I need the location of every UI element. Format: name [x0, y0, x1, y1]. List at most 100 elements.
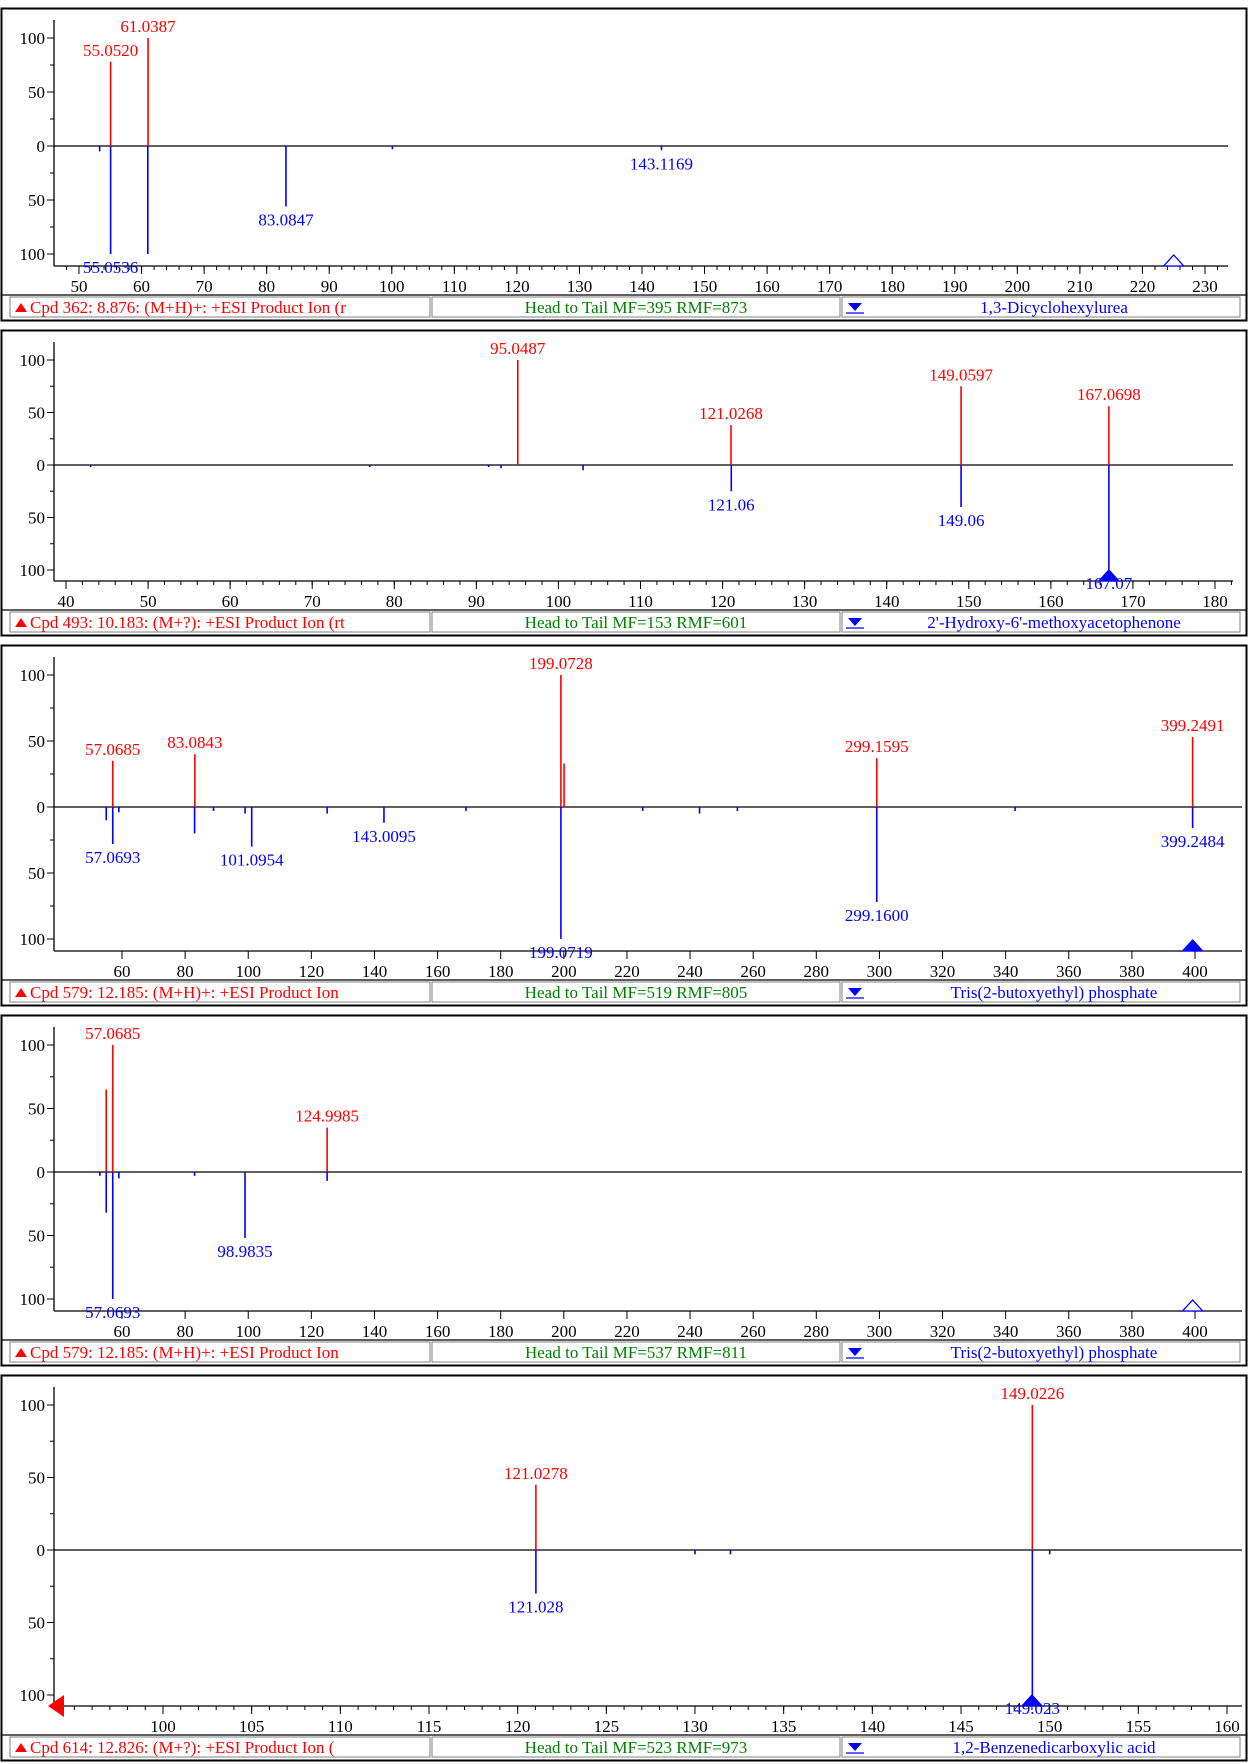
status-library-hit-text: 1,3-Dicyclohexylurea [980, 298, 1128, 317]
status-compound-box[interactable] [9, 611, 431, 633]
status-compound-text: Cpd 493: 10.183: (M+?): +ESI Product Ion… [30, 613, 345, 632]
head-peak-label: 55.0520 [83, 41, 138, 60]
tail-peak-label: 167.07 [1086, 574, 1133, 593]
x-tick-label: 130 [682, 1717, 708, 1736]
x-tick-label: 260 [740, 1322, 766, 1341]
tail-peak-label: 143.0095 [352, 827, 416, 846]
y-tick-label: 0 [37, 1163, 46, 1182]
x-tick-label: 240 [677, 962, 703, 981]
x-tick-label: 180 [488, 1322, 514, 1341]
status-compound-text: Cpd 362: 8.876: (M+H)+: +ESI Product Ion… [30, 298, 346, 317]
x-tick-label: 130 [567, 277, 593, 296]
triangle-up-icon [15, 618, 27, 627]
status-compound-text: Cpd 579: 12.185: (M+H)+: +ESI Product Io… [30, 983, 339, 1002]
x-tick-label: 150 [956, 592, 982, 611]
status-score-box[interactable] [431, 1341, 841, 1363]
head-peak-label: 167.0698 [1077, 385, 1141, 404]
dropdown-arrow-icon[interactable] [848, 618, 862, 626]
status-score-box[interactable] [431, 611, 841, 633]
x-tick-label: 60 [222, 592, 239, 611]
x-tick-label: 180 [1202, 592, 1228, 611]
x-tick-label: 160 [1038, 592, 1064, 611]
status-score-box[interactable] [431, 981, 841, 1003]
y-tick-label: 50 [28, 1100, 45, 1119]
x-tick-label: 230 [1192, 277, 1218, 296]
x-tick-label: 300 [867, 962, 893, 981]
head-peak-label: 121.0278 [504, 1464, 568, 1483]
y-tick-label: 100 [20, 930, 46, 949]
x-tick-label: 70 [304, 592, 321, 611]
status-compound-text: Cpd 614: 12.826: (M+?): +ESI Product Ion… [30, 1738, 335, 1757]
precursor-marker-icon[interactable] [1181, 939, 1205, 952]
x-tick-label: 140 [629, 277, 655, 296]
status-score-box[interactable] [431, 1736, 841, 1758]
head-peak-label: 95.0487 [490, 339, 546, 358]
scroll-left-icon[interactable] [48, 1695, 64, 1717]
y-tick-label: 0 [37, 1541, 46, 1560]
x-tick-label: 150 [1037, 1717, 1063, 1736]
status-library-hit-box[interactable] [841, 611, 1241, 633]
x-tick-label: 160 [754, 277, 780, 296]
x-tick-label: 180 [488, 962, 514, 981]
spectrum-panel-2: 100 50 0 50 100 40 50 60 70 80 90 100 110 120 130 140 15… [0, 329, 1248, 637]
x-tick-label: 90 [468, 592, 485, 611]
x-tick-label: 140 [362, 962, 388, 981]
status-compound-box[interactable] [9, 1341, 431, 1363]
x-tick-label: 60 [133, 277, 150, 296]
x-tick-label: 280 [804, 1322, 830, 1341]
y-tick-label: 50 [28, 1469, 45, 1488]
x-tick-label: 120 [710, 592, 736, 611]
x-tick-label: 200 [551, 962, 577, 981]
x-tick-label: 60 [114, 962, 131, 981]
x-tick-label: 70 [196, 277, 213, 296]
precursor-marker-icon[interactable] [1162, 254, 1186, 267]
x-tick-label: 50 [71, 277, 88, 296]
x-tick-label: 60 [114, 1322, 131, 1341]
x-tick-label: 300 [867, 1322, 893, 1341]
tail-peak-label: 83.0847 [258, 210, 314, 229]
y-tick-label: 100 [20, 351, 46, 370]
x-tick-label: 220 [614, 1322, 640, 1341]
status-library-hit-box[interactable] [841, 1736, 1241, 1758]
precursor-marker-icon[interactable] [1020, 1694, 1044, 1707]
tail-peak-label: 299.1600 [845, 906, 909, 925]
x-tick-label: 100 [150, 1717, 176, 1736]
status-library-hit-text: Tris(2-butoxyethyl) phosphate [951, 1343, 1158, 1362]
status-library-hit-box[interactable] [841, 1341, 1241, 1363]
status-compound-box[interactable] [9, 296, 431, 318]
tail-peak-label: 143.1169 [630, 154, 693, 173]
triangle-up-icon [15, 1348, 27, 1357]
status-score-text: Head to Tail MF=537 RMF=811 [525, 1343, 747, 1362]
y-tick-label: 100 [20, 1036, 46, 1055]
precursor-marker-icon[interactable] [1181, 1299, 1205, 1312]
tail-peak-label: 101.0954 [220, 851, 284, 870]
dropdown-arrow-icon[interactable] [848, 1348, 862, 1356]
x-tick-label: 280 [804, 962, 830, 981]
status-library-hit-text: 2'-Hydroxy-6'-methoxyacetophenone [927, 613, 1181, 632]
precursor-marker-icon[interactable] [1097, 569, 1121, 582]
head-peak-label: 199.0728 [529, 654, 593, 673]
x-tick-label: 170 [1120, 592, 1146, 611]
status-score-box[interactable] [431, 296, 841, 318]
x-tick-label: 340 [993, 962, 1019, 981]
dropdown-arrow-icon[interactable] [848, 303, 862, 311]
dropdown-arrow-icon[interactable] [848, 988, 862, 996]
dropdown-arrow-icon[interactable] [848, 1743, 862, 1751]
x-tick-label: 105 [239, 1717, 265, 1736]
status-compound-box[interactable] [9, 981, 431, 1003]
x-tick-label: 100 [235, 962, 261, 981]
x-tick-label: 170 [817, 277, 843, 296]
x-tick-label: 120 [504, 277, 530, 296]
x-tick-label: 240 [677, 1322, 703, 1341]
status-score-text: Head to Tail MF=395 RMF=873 [525, 298, 748, 317]
tail-peak-label: 121.028 [508, 1598, 563, 1617]
status-library-hit-box[interactable] [841, 296, 1241, 318]
x-tick-label: 155 [1126, 1717, 1152, 1736]
status-compound-box[interactable] [9, 1736, 431, 1758]
x-tick-label: 100 [235, 1322, 261, 1341]
tail-peak-label: 149.023 [1005, 1699, 1060, 1718]
y-tick-label: 0 [37, 456, 46, 475]
tail-peak-label: 57.0693 [85, 1303, 140, 1322]
status-library-hit-box[interactable] [841, 981, 1241, 1003]
x-tick-label: 380 [1119, 1322, 1145, 1341]
